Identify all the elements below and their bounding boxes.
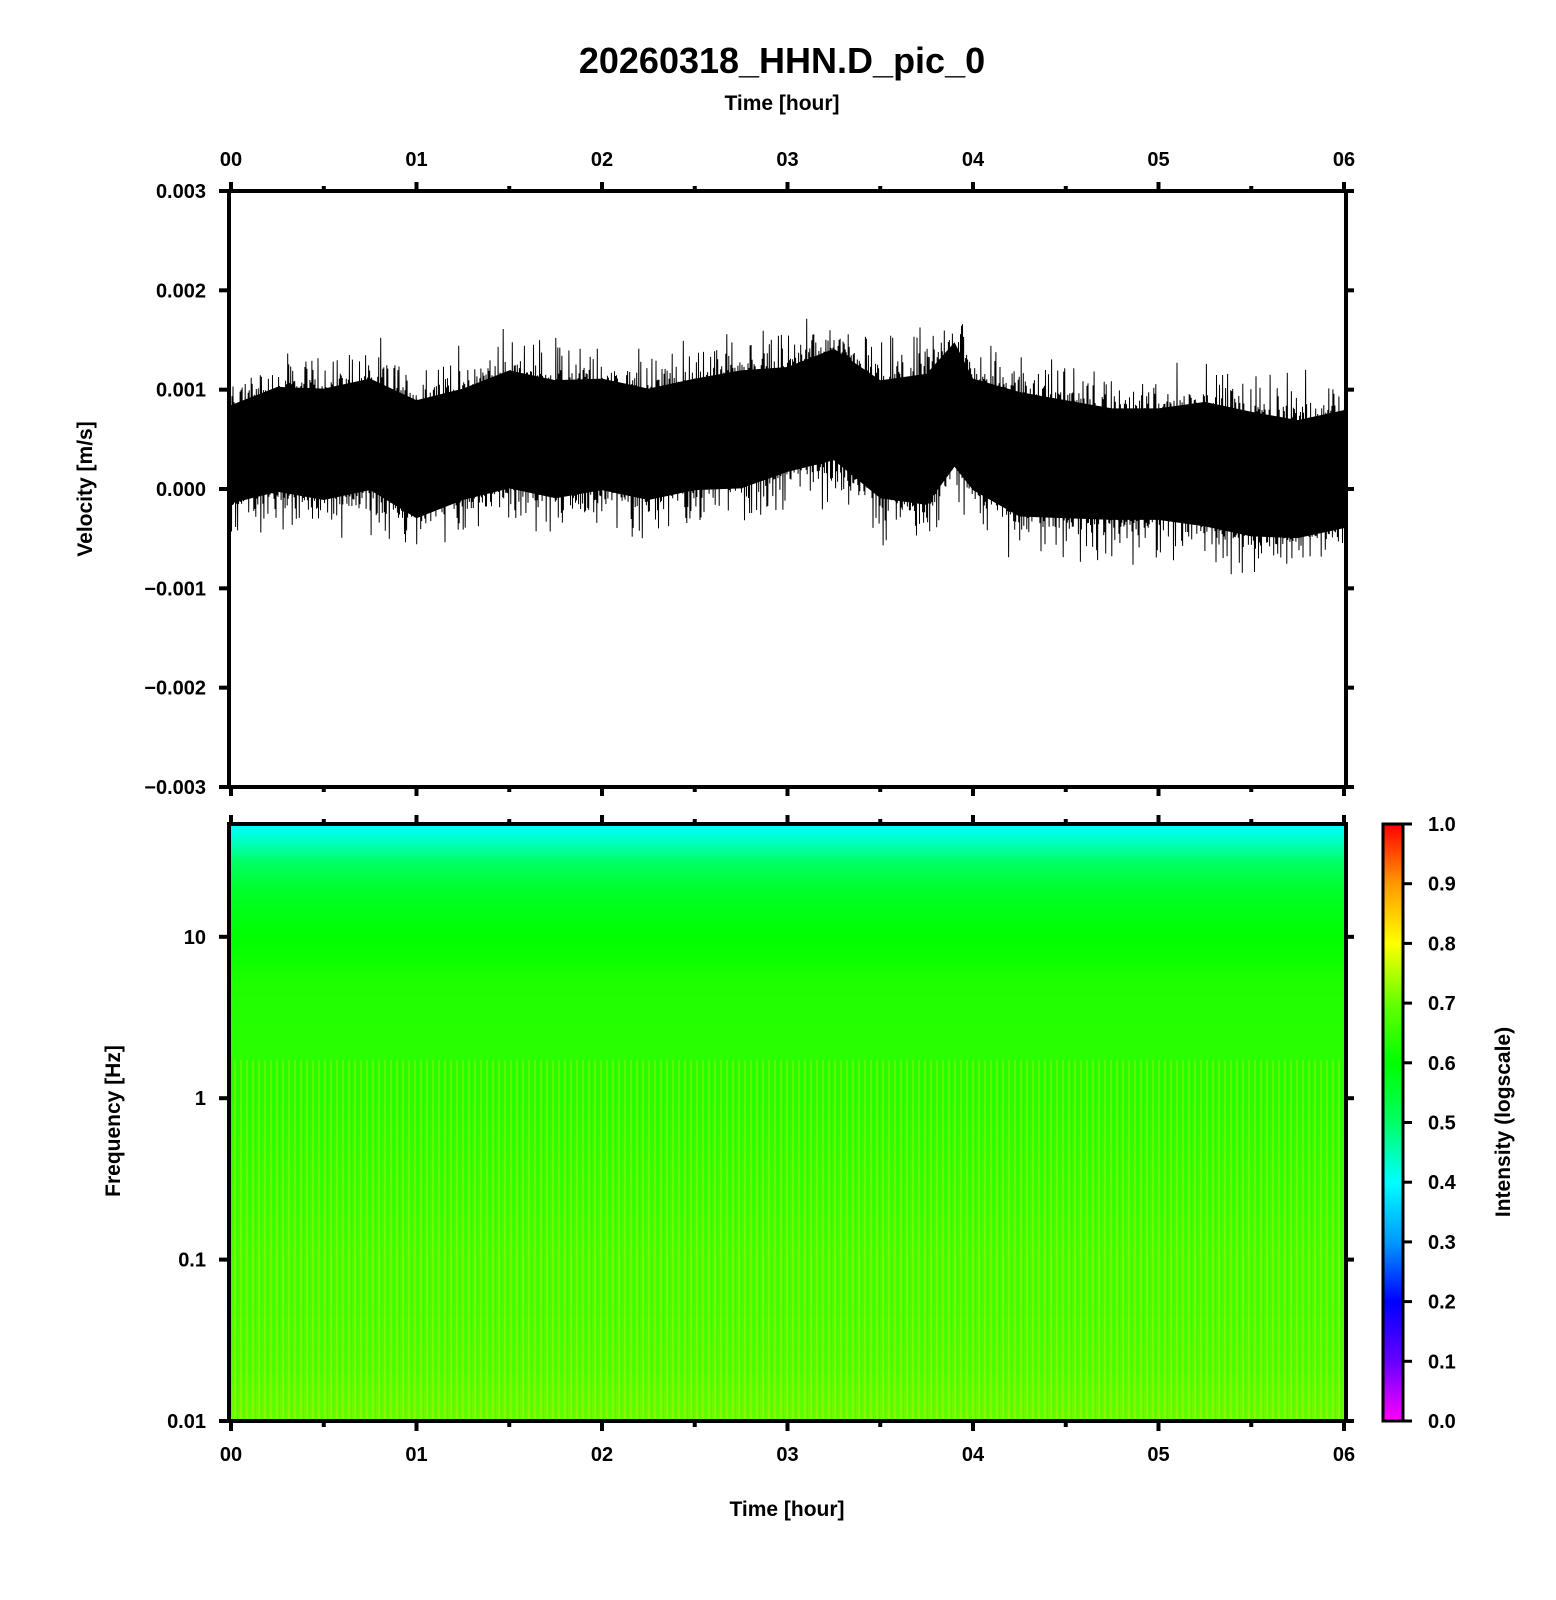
bottom-x-axis-label: Time [hour] [729, 1498, 844, 1521]
colorbar-tick-label: 0.7 [1428, 993, 1456, 1015]
x-tick-label: 05 [1147, 1444, 1169, 1466]
colorbar-tick-label: 0.3 [1428, 1232, 1456, 1254]
y-tick-label: 0.001 [156, 380, 206, 402]
top-x-tick-label: 01 [405, 149, 427, 171]
colorbar-label: Intensity (logscale) [1492, 1027, 1515, 1217]
y-tick-label: 1 [195, 1088, 206, 1110]
y-tick-label: 0.000 [156, 479, 206, 501]
top-x-tick-label: 02 [591, 149, 613, 171]
x-tick-label: 00 [220, 1444, 242, 1466]
x-tick-label: 02 [591, 1444, 613, 1466]
colorbar-tick-label: 0.6 [1428, 1053, 1456, 1075]
colorbar-tick-label: 0.8 [1428, 933, 1456, 955]
colorbar-tick-label: 0.9 [1428, 874, 1456, 896]
x-tick-label: 06 [1333, 1444, 1355, 1466]
colorbar-tick-label: 0.4 [1428, 1172, 1457, 1194]
colorbar: 1.0 0.9 0.8 0.7 0.6 0.5 0.4 0.3 0.2 0.1 0.0 Intens… [1381, 814, 1515, 1433]
colorbar-tick-label: 0.5 [1428, 1113, 1456, 1135]
spectrogram-texture [231, 1060, 1344, 1419]
top-x-tick-label: 05 [1147, 149, 1169, 171]
waveform-trace [230, 318, 1345, 575]
waveform-axes: 00 01 02 03 04 05 06 0.003 0.002 0.001 0.000 −0.001… [144, 149, 1355, 799]
y-tick-label: 0.01 [167, 1411, 206, 1433]
spectrogram-y-axis-label: Frequency [Hz] [102, 1045, 125, 1197]
chart-title: 20260318_HHN.D_pic_0 [579, 40, 985, 81]
colorbar-tick-label: 1.0 [1428, 814, 1456, 836]
top-x-tick-label: 00 [220, 149, 242, 171]
colorbar-tick-label: 0.1 [1428, 1351, 1456, 1373]
waveform-core [231, 342, 1344, 539]
top-x-axis-label: Time [hour] [724, 92, 839, 115]
top-x-tick-label: 06 [1333, 149, 1355, 171]
colorbar-tick-label: 0.0 [1428, 1411, 1456, 1433]
y-tick-label: 0.003 [156, 181, 206, 203]
y-tick-label: 0.1 [178, 1250, 206, 1272]
y-tick-label: −0.001 [144, 578, 206, 600]
spectrogram-axes: 00 01 02 03 04 05 06 10 1 0.1 0.01 [167, 815, 1355, 1466]
top-x-tick-label: 03 [776, 149, 798, 171]
y-tick-label: 10 [184, 927, 206, 949]
waveform-panel: 00 01 02 03 04 05 06 0.003 0.002 0.001 0.000 −0.001… [74, 149, 1355, 799]
x-tick-label: 01 [405, 1444, 427, 1466]
x-tick-label: 04 [962, 1444, 985, 1466]
colorbar-ticks: 1.0 0.9 0.8 0.7 0.6 0.5 0.4 0.3 0.2 0.1 0.0 [1403, 814, 1457, 1433]
colorbar-tick-label: 0.2 [1428, 1292, 1456, 1314]
x-tick-label: 03 [776, 1444, 798, 1466]
y-tick-label: 0.002 [156, 280, 206, 302]
colorbar-gradient [1381, 822, 1405, 1423]
y-tick-label: −0.003 [144, 777, 206, 799]
y-tick-label: −0.002 [144, 678, 206, 700]
waveform-y-axis-label: Velocity [m/s] [74, 421, 97, 556]
top-x-tick-label: 04 [962, 149, 985, 171]
